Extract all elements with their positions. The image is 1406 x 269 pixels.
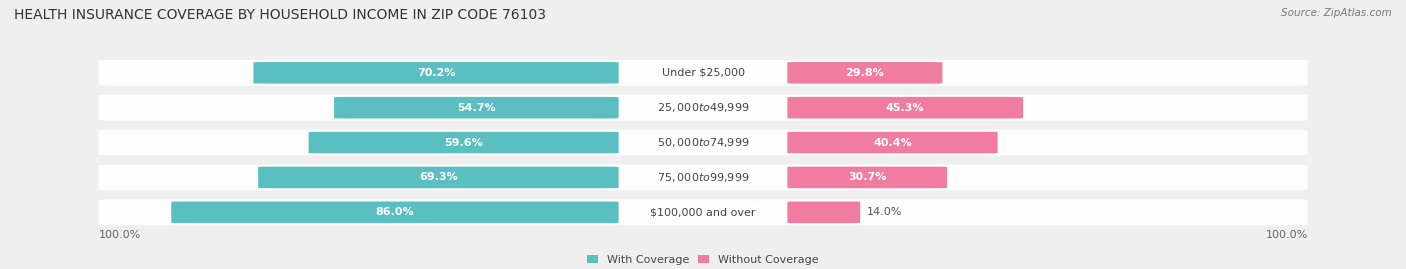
Text: 69.3%: 69.3%: [419, 172, 458, 182]
FancyBboxPatch shape: [787, 201, 860, 223]
Text: Source: ZipAtlas.com: Source: ZipAtlas.com: [1281, 8, 1392, 18]
Text: 29.8%: 29.8%: [845, 68, 884, 78]
Text: 40.4%: 40.4%: [873, 137, 912, 148]
FancyBboxPatch shape: [253, 62, 619, 84]
FancyBboxPatch shape: [172, 201, 619, 223]
Text: 100.0%: 100.0%: [1265, 230, 1308, 240]
Legend: With Coverage, Without Coverage: With Coverage, Without Coverage: [588, 255, 818, 265]
Text: 86.0%: 86.0%: [375, 207, 415, 217]
FancyBboxPatch shape: [787, 132, 997, 153]
FancyBboxPatch shape: [98, 165, 1308, 190]
Text: 45.3%: 45.3%: [886, 103, 924, 113]
Text: Under $25,000: Under $25,000: [661, 68, 745, 78]
FancyBboxPatch shape: [787, 167, 948, 188]
Text: $100,000 and over: $100,000 and over: [650, 207, 756, 217]
Text: 30.7%: 30.7%: [848, 172, 886, 182]
FancyBboxPatch shape: [98, 130, 1308, 155]
Text: HEALTH INSURANCE COVERAGE BY HOUSEHOLD INCOME IN ZIP CODE 76103: HEALTH INSURANCE COVERAGE BY HOUSEHOLD I…: [14, 8, 546, 22]
Text: 54.7%: 54.7%: [457, 103, 496, 113]
Text: $50,000 to $74,999: $50,000 to $74,999: [657, 136, 749, 149]
Text: 100.0%: 100.0%: [98, 230, 141, 240]
FancyBboxPatch shape: [787, 97, 1024, 119]
FancyBboxPatch shape: [308, 132, 619, 153]
FancyBboxPatch shape: [98, 95, 1308, 121]
Text: $25,000 to $49,999: $25,000 to $49,999: [657, 101, 749, 114]
Text: 14.0%: 14.0%: [868, 207, 903, 217]
FancyBboxPatch shape: [98, 199, 1308, 225]
Text: $75,000 to $99,999: $75,000 to $99,999: [657, 171, 749, 184]
FancyBboxPatch shape: [335, 97, 619, 119]
Text: 70.2%: 70.2%: [416, 68, 456, 78]
FancyBboxPatch shape: [259, 167, 619, 188]
FancyBboxPatch shape: [98, 60, 1308, 86]
Text: 59.6%: 59.6%: [444, 137, 484, 148]
FancyBboxPatch shape: [787, 62, 942, 84]
